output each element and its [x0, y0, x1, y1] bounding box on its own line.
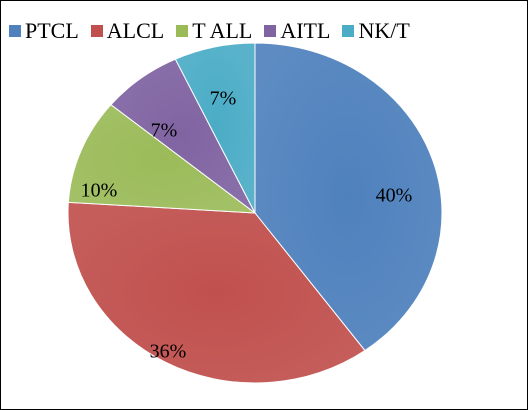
- legend-swatch: [90, 25, 103, 37]
- legend-label: ALCL: [106, 18, 165, 43]
- legend-label: NK/T: [358, 18, 410, 43]
- pie-slice-t-all: [67, 103, 257, 214]
- legend: PTCL ALCL T ALL AITL NK/T: [9, 18, 422, 44]
- legend-item-ptcl: PTCL: [9, 18, 79, 44]
- pie-slice-nk-t: [174, 42, 256, 214]
- legend-swatch: [264, 25, 277, 37]
- legend-swatch: [342, 25, 355, 37]
- data-label: 7%: [210, 88, 237, 110]
- legend-item-nkt: NK/T: [342, 18, 410, 44]
- legend-swatch: [9, 25, 21, 37]
- data-label: 10%: [81, 180, 118, 202]
- legend-swatch: [176, 25, 189, 37]
- pie-slice-alcl: [67, 201, 366, 384]
- legend-label: AITL: [280, 18, 331, 43]
- data-label: 40%: [376, 185, 413, 207]
- data-label: 36%: [150, 341, 187, 363]
- legend-item-aitl: AITL: [264, 18, 330, 44]
- pie-slice-ptcl: [254, 42, 443, 352]
- legend-label: T ALL: [192, 18, 253, 43]
- legend-item-tall: T ALL: [176, 18, 252, 44]
- data-label: 7%: [151, 120, 178, 142]
- legend-label: PTCL: [25, 18, 79, 43]
- legend-item-alcl: ALCL: [90, 18, 165, 44]
